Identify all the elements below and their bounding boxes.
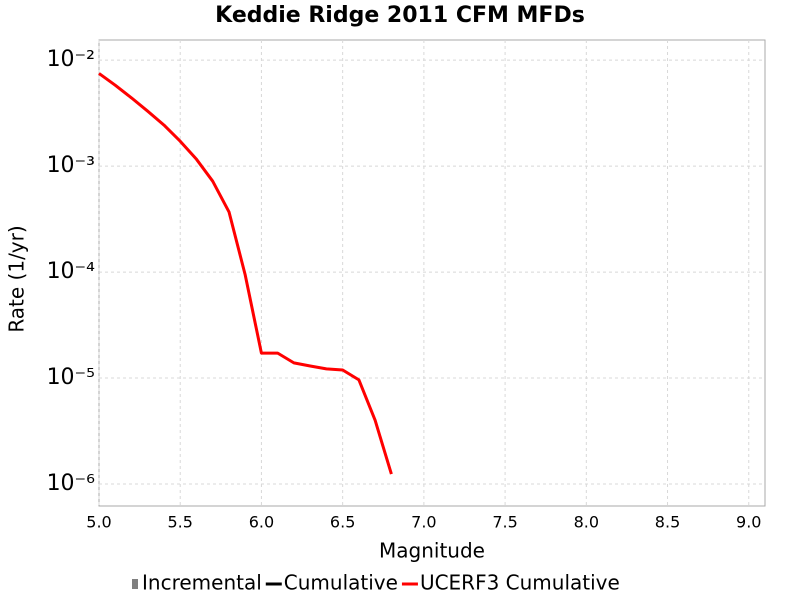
legend-label: UCERF3 Cumulative bbox=[420, 571, 620, 595]
x-axis-label: Magnitude bbox=[379, 539, 485, 563]
x-tick-label: 7.5 bbox=[492, 513, 517, 532]
y-tick-label: 10⁻⁶ bbox=[47, 471, 96, 496]
chart-title: Keddie Ridge 2011 CFM MFDs bbox=[215, 3, 585, 28]
x-tick-label: 8.5 bbox=[655, 513, 680, 532]
legend-label: Incremental bbox=[142, 571, 262, 595]
legend-swatch bbox=[132, 579, 138, 589]
y-axis-label: Rate (1/yr) bbox=[5, 225, 29, 332]
legend: Incremental Cumulative UCERF3 Cumulative bbox=[132, 571, 620, 595]
x-tick-label: 7.0 bbox=[411, 513, 436, 532]
y-tick-label: 10⁻⁵ bbox=[47, 365, 95, 390]
x-tick-label: 8.0 bbox=[574, 513, 599, 532]
y-tick-label: 10⁻⁴ bbox=[47, 259, 96, 284]
x-tick-label: 9.0 bbox=[736, 513, 761, 532]
legend-label: Cumulative bbox=[284, 571, 398, 595]
y-tick-label: 10⁻³ bbox=[47, 153, 95, 178]
y-tick-label: 10⁻² bbox=[47, 47, 95, 72]
x-tick-label: 5.0 bbox=[86, 513, 111, 532]
x-tick-label: 6.5 bbox=[330, 513, 355, 532]
plot-frame bbox=[98, 39, 766, 507]
x-tick-label: 6.0 bbox=[249, 513, 274, 532]
x-tick-label: 5.5 bbox=[167, 513, 192, 532]
data-line bbox=[98, 72, 393, 475]
